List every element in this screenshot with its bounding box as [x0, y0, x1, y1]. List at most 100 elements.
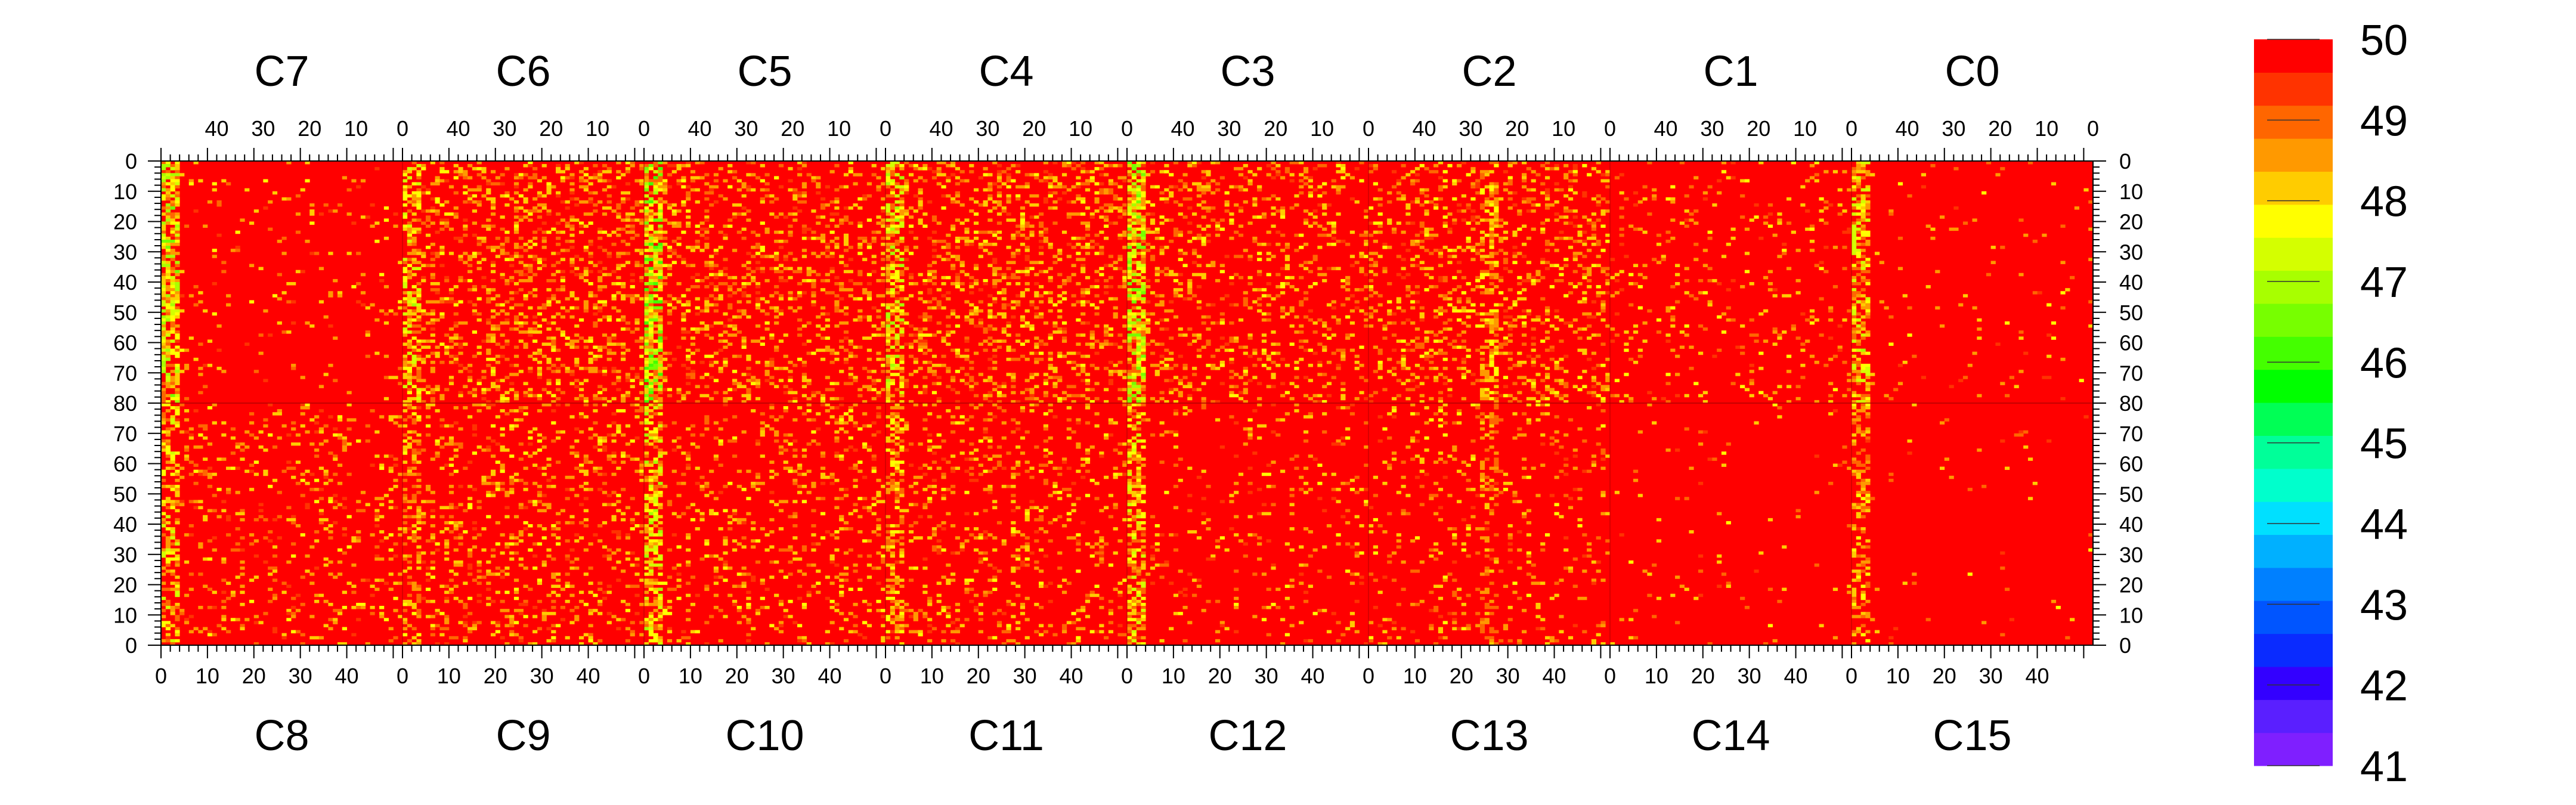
heat-cell: [448, 252, 454, 255]
heat-cell: [886, 273, 891, 277]
heat-cell: [727, 275, 733, 280]
heat-cell: [532, 176, 538, 179]
heat-cell: [1271, 167, 1276, 171]
heat-cell: [658, 173, 663, 177]
heat-cell: [476, 239, 482, 243]
heat-cell: [1308, 309, 1313, 313]
heat-cell: [686, 191, 691, 195]
heat-cell: [1299, 300, 1304, 304]
heat-cell: [1011, 275, 1016, 280]
heat-cell: [1015, 270, 1021, 274]
heat-cell: [458, 345, 463, 349]
heat-cell: [630, 273, 635, 277]
heat-cell: [950, 388, 956, 392]
heat-cell: [1206, 239, 1211, 243]
heat-cell: [658, 385, 663, 389]
heat-cell: [1479, 176, 1485, 179]
heat-cell: [402, 267, 408, 271]
heat-cell: [1057, 327, 1063, 331]
heat-cell: [439, 342, 445, 346]
heat-cell: [1150, 161, 1156, 165]
heat-cell: [834, 212, 840, 216]
heat-cell: [676, 297, 682, 301]
heat-cell: [546, 278, 552, 283]
heat-cell: [435, 209, 440, 213]
heat-cell: [1206, 224, 1211, 228]
heat-cell: [746, 273, 751, 277]
heat-cell: [741, 373, 747, 376]
heat-cell: [1136, 246, 1141, 249]
heat-cell: [834, 164, 840, 168]
heat-cell: [653, 367, 658, 370]
heat-cell: [1396, 191, 1401, 195]
heat-cell: [899, 330, 905, 334]
heat-cell: [551, 321, 556, 325]
heat-cell: [379, 278, 385, 283]
heat-cell: [969, 197, 974, 201]
heat-cell: [876, 379, 881, 382]
heat-cell: [927, 270, 933, 274]
heat-cell: [165, 330, 171, 334]
heat-cell: [1271, 373, 1276, 376]
heat-cell: [1076, 243, 1081, 246]
heat-cell: [1243, 373, 1248, 376]
heat-cell: [913, 179, 918, 182]
heat-cell: [606, 273, 612, 277]
heat-cell: [472, 285, 478, 289]
heat-cell: [918, 345, 923, 349]
heat-cell: [955, 351, 961, 355]
heat-cell: [1359, 376, 1364, 379]
heat-cell: [546, 182, 552, 185]
heat-cell: [922, 388, 928, 392]
heat-cell: [1206, 185, 1211, 189]
heat-cell: [644, 212, 649, 216]
heat-cell: [1094, 285, 1100, 289]
heat-cell: [1071, 236, 1076, 240]
heat-cell: [1187, 382, 1193, 385]
heat-cell: [783, 367, 788, 370]
heat-cell: [1113, 221, 1118, 225]
heat-cell: [996, 291, 1002, 295]
heat-cell: [1169, 218, 1174, 222]
heat-cell: [918, 330, 923, 334]
heat-cell: [407, 209, 412, 213]
heat-cell: [1303, 182, 1309, 185]
heat-cell: [1266, 258, 1271, 261]
heat-cell: [1317, 267, 1323, 271]
heat-cell: [764, 379, 770, 382]
heat-cell: [908, 275, 914, 280]
heat-cell: [281, 291, 287, 295]
heat-cell: [291, 300, 296, 304]
heat-cell: [764, 182, 770, 185]
heat-cell: [1201, 243, 1206, 246]
heat-cell: [829, 252, 835, 255]
heat-cell: [161, 164, 166, 168]
heat-cell: [987, 188, 993, 192]
heat-cell: [583, 212, 589, 216]
heat-cell: [175, 339, 180, 343]
heat-cell: [1141, 309, 1146, 313]
heat-cell: [1039, 285, 1044, 289]
heat-cell: [1141, 200, 1146, 204]
heat-cell: [1006, 357, 1011, 361]
heat-cell: [681, 203, 686, 207]
heat-cell: [686, 367, 691, 370]
heat-cell: [927, 315, 933, 319]
heat-cell: [165, 273, 171, 277]
heat-cell: [337, 203, 343, 207]
heat-cell: [551, 252, 556, 255]
heat-cell: [1243, 400, 1248, 404]
heat-cell: [435, 255, 440, 258]
heat-cell: [1340, 278, 1346, 283]
heat-cell: [1034, 336, 1039, 340]
heat-cell: [1531, 179, 1536, 182]
heat-cell: [848, 382, 853, 385]
heat-cell: [1113, 306, 1118, 310]
heat-cell: [727, 397, 733, 401]
heat-cell: [658, 270, 663, 274]
heat-cell: [333, 278, 338, 283]
heat-cell: [486, 188, 491, 192]
heat-cell: [1159, 327, 1165, 331]
heat-cell: [597, 179, 603, 182]
heat-cell: [528, 246, 533, 249]
